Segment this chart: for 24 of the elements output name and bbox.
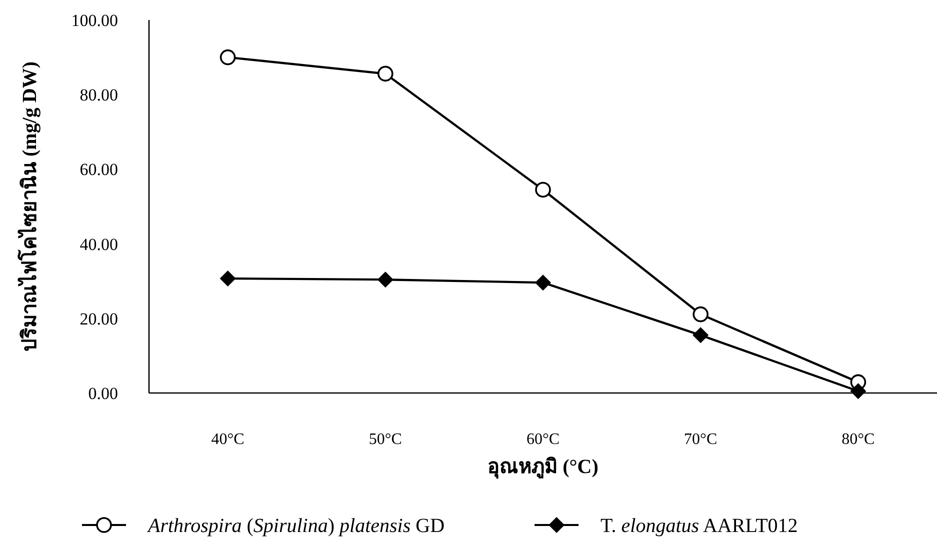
legend-label: Arthrospira (Spirulina) platensis GD bbox=[148, 515, 445, 537]
xtick: 80°C bbox=[842, 431, 875, 448]
xtick: 70°C bbox=[684, 431, 718, 448]
ytick: 100.00 bbox=[71, 11, 118, 30]
point bbox=[692, 327, 709, 344]
ytick: 0.00 bbox=[88, 384, 118, 403]
xtick: 60°C bbox=[526, 431, 560, 448]
ytick: 80.00 bbox=[80, 86, 118, 105]
point bbox=[850, 383, 866, 400]
xtick: 50°C bbox=[368, 431, 402, 448]
point bbox=[220, 270, 236, 286]
ytick: 60.00 bbox=[80, 160, 118, 180]
xlabel: อุณหภูมิ (°C) bbox=[488, 456, 598, 478]
ylabel: ปริมาณไฟโคไซยานิน (mg/g DW) bbox=[19, 62, 41, 352]
ytick: 20.00 bbox=[80, 309, 118, 328]
point bbox=[377, 272, 394, 288]
ytick: 40.00 bbox=[80, 234, 118, 254]
point bbox=[535, 274, 551, 291]
xtick: 40°C bbox=[211, 431, 244, 448]
point bbox=[220, 49, 236, 66]
point bbox=[535, 182, 551, 198]
legend-label: T. elongatus AARLT012 bbox=[600, 515, 798, 537]
point bbox=[378, 66, 394, 82]
point bbox=[692, 306, 708, 322]
